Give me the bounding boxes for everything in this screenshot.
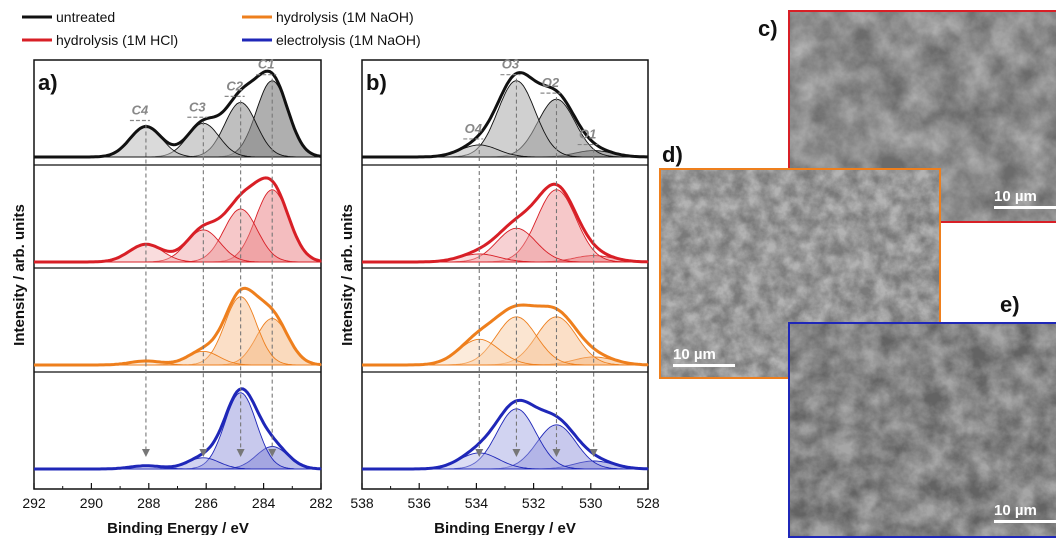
xtick-label-a: 288	[137, 495, 161, 511]
guide-arrow-c4	[141, 449, 150, 457]
component-c1-a1	[34, 189, 322, 263]
xtick-label-b: 536	[408, 495, 432, 511]
guide-arrow-o1	[589, 449, 598, 457]
component-label-o4: O4	[465, 121, 483, 136]
scalebar-c-bar	[994, 206, 1056, 209]
legend-hydrolysis-naoh: hydrolysis (1M NaOH)	[276, 9, 414, 25]
xtick-label-b: 528	[636, 495, 660, 511]
legend-untreated: untreated	[56, 9, 115, 25]
scalebar-d-text: 10 µm	[673, 346, 716, 363]
panel-a-xlabel: Binding Energy / eV	[107, 520, 249, 535]
xtick-label-b: 538	[350, 495, 374, 511]
panel-e-label: e)	[1000, 292, 1020, 317]
xtick-label-a: 286	[195, 495, 219, 511]
legend-hydrolysis-hcl: hydrolysis (1M HCl)	[56, 32, 178, 48]
component-c1-a2	[34, 317, 322, 366]
component-label-c4: C4	[132, 102, 149, 117]
envelope-a2	[34, 286, 322, 367]
panel-a-plot: C1 C2 C3 C4	[34, 57, 322, 471]
component-label-o2: O2	[542, 75, 560, 90]
component-label-c2: C2	[226, 78, 243, 93]
component-label-o3: O3	[502, 57, 520, 72]
scalebar-c-text: 10 µm	[994, 188, 1037, 205]
panel-a-ylabel: Intensity / arb. units	[11, 204, 28, 346]
series-b-2	[362, 303, 649, 367]
guide-arrow-c2	[236, 449, 245, 457]
component-o3-b0	[362, 80, 648, 158]
envelope-a1	[34, 176, 322, 264]
panel-a-xticks: 292 290 288 286 284 282	[22, 483, 333, 511]
guide-arrow-o4	[475, 449, 484, 457]
component-label-c3: C3	[189, 99, 206, 114]
component-label-o1: O1	[579, 127, 596, 142]
panel-b-xlabel: Binding Energy / eV	[434, 520, 576, 535]
xtick-label-a: 290	[80, 495, 104, 511]
xtick-label-a: 284	[252, 495, 276, 511]
panel-a-c1s: C1 C2 C3 C4 a) 292 290 288 286 284 282	[22, 57, 333, 511]
panel-a-label: a)	[38, 70, 58, 95]
legend: untreated hydrolysis (1M NaOH) hydrolysi…	[22, 9, 421, 48]
sem-image-e-electrolysis: 10 µm	[788, 322, 1056, 538]
scalebar-e-text: 10 µm	[994, 502, 1037, 519]
series-b-3	[362, 398, 649, 471]
envelope-b0	[362, 71, 648, 159]
panel-b-ylabel: Intensity / arb. units	[339, 204, 356, 346]
scalebar-d: 10 µm	[673, 346, 735, 367]
scalebar-e: 10 µm	[994, 502, 1056, 523]
xtick-label-a: 292	[22, 495, 46, 511]
envelope-a3	[34, 387, 322, 471]
scalebar-e-bar	[994, 520, 1056, 523]
panel-b-label: b)	[366, 70, 387, 95]
envelope-b3	[362, 398, 648, 471]
series-a-3	[34, 387, 322, 471]
legend-electrolysis-naoh: electrolysis (1M NaOH)	[276, 32, 421, 48]
scalebar-d-bar	[673, 364, 735, 367]
series-a-0	[34, 69, 322, 159]
series-a-2	[34, 286, 322, 367]
sem-texture-e	[790, 324, 1056, 536]
xtick-label-b: 532	[522, 495, 546, 511]
series-b-0	[362, 71, 649, 159]
guide-arrow-o2	[552, 449, 561, 457]
series-b-1	[362, 182, 649, 264]
envelope-b1	[362, 182, 649, 264]
xtick-label-a: 282	[309, 495, 333, 511]
xtick-label-b: 530	[579, 495, 603, 511]
series-a-1	[34, 176, 322, 264]
panel-d-label: d)	[662, 142, 683, 167]
panel-b-plot: O1 O2 O3 O4	[362, 57, 649, 471]
guide-arrow-c1	[268, 449, 277, 457]
panel-c-label: c)	[758, 16, 778, 41]
panel-b-xticks: 538 536 534 532 530 528	[350, 483, 660, 511]
envelope-b2	[362, 303, 649, 367]
panel-b-o1s: O1 O2 O3 O4 b) 538 536 534 532 530 528	[350, 57, 660, 511]
component-label-c1: C1	[258, 57, 275, 72]
envelope-a0	[34, 69, 322, 159]
xtick-label-b: 534	[465, 495, 489, 511]
guide-arrow-o3	[512, 449, 521, 457]
guide-arrow-c3	[199, 449, 208, 457]
scalebar-c: 10 µm	[994, 188, 1056, 209]
